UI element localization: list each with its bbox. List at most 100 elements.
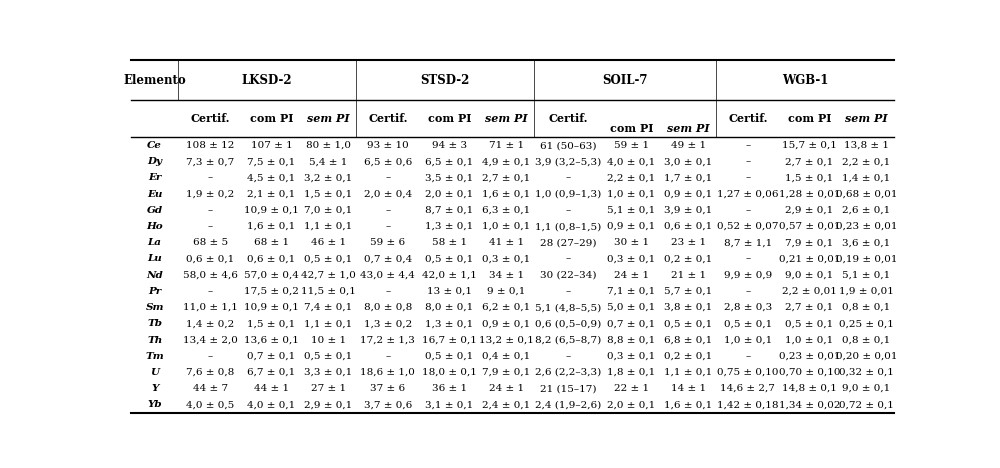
Text: 0,9 ± 0,1: 0,9 ± 0,1	[482, 319, 531, 328]
Text: 2,0 ± 0,4: 2,0 ± 0,4	[364, 190, 412, 199]
Text: 107 ± 1: 107 ± 1	[251, 141, 292, 150]
Text: 0,23 ± 0,01: 0,23 ± 0,01	[836, 222, 897, 231]
Text: –: –	[385, 174, 390, 183]
Text: 2,9 ± 0,1: 2,9 ± 0,1	[785, 206, 833, 215]
Text: 7,4 ± 0,1: 7,4 ± 0,1	[304, 303, 353, 312]
Text: 2,2 ± 0,01: 2,2 ± 0,01	[782, 287, 837, 296]
Text: 16,7 ± 0,1: 16,7 ± 0,1	[422, 336, 477, 344]
Text: 36 ± 1: 36 ± 1	[432, 384, 467, 393]
Text: –: –	[565, 287, 570, 296]
Text: 0,68 ± 0,01: 0,68 ± 0,01	[836, 190, 897, 199]
Text: 3,3 ± 0,1: 3,3 ± 0,1	[304, 368, 353, 377]
Text: 9,0 ± 0,1: 9,0 ± 0,1	[785, 271, 833, 280]
Text: 2,4 (1,9–2,6): 2,4 (1,9–2,6)	[535, 400, 601, 410]
Text: 22 ± 1: 22 ± 1	[614, 384, 649, 393]
Text: 0,5 ± 0,1: 0,5 ± 0,1	[724, 319, 772, 328]
Text: 6,5 ± 0,1: 6,5 ± 0,1	[425, 157, 473, 166]
Text: 0,32 ± 0,1: 0,32 ± 0,1	[839, 368, 894, 377]
Text: 0,6 ± 0,1: 0,6 ± 0,1	[664, 222, 713, 231]
Text: 1,6 ± 0,1: 1,6 ± 0,1	[664, 400, 713, 410]
Text: –: –	[565, 174, 570, 183]
Text: 42,7 ± 1,0: 42,7 ± 1,0	[301, 271, 356, 280]
Text: 11,0 ± 1,1: 11,0 ± 1,1	[183, 303, 238, 312]
Text: 1,9 ± 0,2: 1,9 ± 0,2	[186, 190, 234, 199]
Text: 2,1 ± 0,1: 2,1 ± 0,1	[247, 190, 296, 199]
Text: 0,6 (0,5–0,9): 0,6 (0,5–0,9)	[535, 319, 601, 328]
Text: 14,8 ± 0,1: 14,8 ± 0,1	[782, 384, 837, 393]
Text: Pr: Pr	[148, 287, 161, 296]
Text: 10,9 ± 0,1: 10,9 ± 0,1	[244, 206, 299, 215]
Text: 6,3 ± 0,1: 6,3 ± 0,1	[482, 206, 531, 215]
Text: La: La	[148, 238, 162, 247]
Text: 0,5 ± 0,1: 0,5 ± 0,1	[425, 255, 473, 263]
Text: 4,0 ± 0,5: 4,0 ± 0,5	[186, 400, 234, 410]
Text: WGB-1: WGB-1	[782, 73, 828, 87]
Text: –: –	[565, 206, 570, 215]
Text: 7,0 ± 0,1: 7,0 ± 0,1	[304, 206, 353, 215]
Text: 3,0 ± 0,1: 3,0 ± 0,1	[664, 157, 713, 166]
Text: 1,1 ± 0,1: 1,1 ± 0,1	[304, 319, 353, 328]
Text: 1,3 ± 0,1: 1,3 ± 0,1	[425, 319, 473, 328]
Text: 13,8 ± 1: 13,8 ± 1	[844, 141, 889, 150]
Text: 3,2 ± 0,1: 3,2 ± 0,1	[304, 174, 353, 183]
Text: com PI: com PI	[250, 113, 293, 124]
Text: –: –	[745, 157, 750, 166]
Text: 61 (50–63): 61 (50–63)	[540, 141, 596, 150]
Text: 2,2 ± 0,1: 2,2 ± 0,1	[842, 157, 890, 166]
Text: 23 ± 1: 23 ± 1	[671, 238, 706, 247]
Text: 34 ± 1: 34 ± 1	[489, 271, 524, 280]
Text: 7,3 ± 0,7: 7,3 ± 0,7	[186, 157, 234, 166]
Text: –: –	[385, 287, 390, 296]
Text: 0,8 ± 0,1: 0,8 ± 0,1	[842, 336, 890, 344]
Text: com PI: com PI	[610, 123, 653, 134]
Text: 93 ± 10: 93 ± 10	[367, 141, 409, 150]
Text: 3,6 ± 0,1: 3,6 ± 0,1	[842, 238, 890, 247]
Text: 0,21 ± 0,01: 0,21 ± 0,01	[779, 255, 840, 263]
Text: 13 ± 0,1: 13 ± 0,1	[427, 287, 472, 296]
Text: 71 ± 1: 71 ± 1	[489, 141, 524, 150]
Text: Certif.: Certif.	[728, 113, 768, 124]
Text: 59 ± 6: 59 ± 6	[370, 238, 405, 247]
Text: 1,0 ± 0,1: 1,0 ± 0,1	[482, 222, 531, 231]
Text: –: –	[745, 287, 750, 296]
Text: 9,9 ± 0,9: 9,9 ± 0,9	[724, 271, 772, 280]
Text: 2,0 ± 0,1: 2,0 ± 0,1	[425, 190, 473, 199]
Text: –: –	[385, 352, 390, 361]
Text: 3,5 ± 0,1: 3,5 ± 0,1	[425, 174, 473, 183]
Text: 10,9 ± 0,1: 10,9 ± 0,1	[244, 303, 299, 312]
Text: 0,52 ± 0,07: 0,52 ± 0,07	[717, 222, 779, 231]
Text: 2,7 ± 0,1: 2,7 ± 0,1	[482, 174, 531, 183]
Text: –: –	[207, 174, 213, 183]
Text: 17,2 ± 1,3: 17,2 ± 1,3	[360, 336, 415, 344]
Text: 41 ± 1: 41 ± 1	[489, 238, 524, 247]
Text: 1,42 ± 0,18: 1,42 ± 0,18	[717, 400, 779, 410]
Text: 94 ± 3: 94 ± 3	[432, 141, 467, 150]
Text: 6,7 ± 0,1: 6,7 ± 0,1	[247, 368, 296, 377]
Text: 68 ± 5: 68 ± 5	[193, 238, 228, 247]
Text: Dy: Dy	[147, 157, 162, 166]
Text: 7,6 ± 0,8: 7,6 ± 0,8	[186, 368, 234, 377]
Text: 9 ± 0,1: 9 ± 0,1	[487, 287, 526, 296]
Text: 0,8 ± 0,1: 0,8 ± 0,1	[842, 303, 890, 312]
Text: 8,7 ± 0,1: 8,7 ± 0,1	[425, 206, 473, 215]
Text: –: –	[745, 141, 750, 150]
Text: 9,0 ± 0,1: 9,0 ± 0,1	[842, 384, 890, 393]
Text: –: –	[745, 352, 750, 361]
Text: Sm: Sm	[145, 303, 164, 312]
Text: –: –	[207, 352, 213, 361]
Text: 0,23 ± 0,01: 0,23 ± 0,01	[779, 352, 840, 361]
Text: 0,20 ± 0,01: 0,20 ± 0,01	[836, 352, 897, 361]
Text: Ho: Ho	[146, 222, 163, 231]
Text: 24 ± 1: 24 ± 1	[614, 271, 649, 280]
Text: 0,9 ± 0,1: 0,9 ± 0,1	[664, 190, 713, 199]
Text: 15,7 ± 0,1: 15,7 ± 0,1	[782, 141, 837, 150]
Text: 3,1 ± 0,1: 3,1 ± 0,1	[425, 400, 473, 410]
Text: 0,5 ± 0,1: 0,5 ± 0,1	[425, 352, 473, 361]
Text: Lu: Lu	[147, 255, 162, 263]
Text: 2,7 ± 0,1: 2,7 ± 0,1	[785, 303, 833, 312]
Text: 58 ± 1: 58 ± 1	[432, 238, 467, 247]
Text: sem PI: sem PI	[485, 113, 528, 124]
Text: 37 ± 6: 37 ± 6	[370, 384, 405, 393]
Text: 30 (22–34): 30 (22–34)	[540, 271, 596, 280]
Text: 1,34 ± 0,02: 1,34 ± 0,02	[779, 400, 840, 410]
